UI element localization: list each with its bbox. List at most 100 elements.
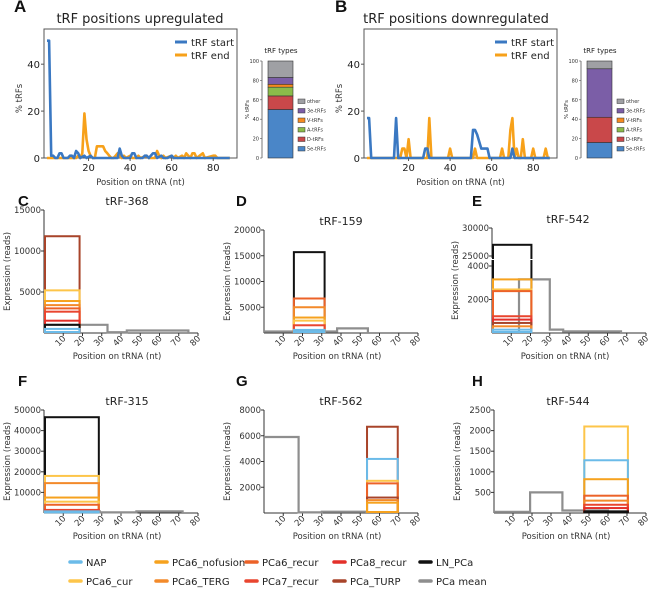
legend-label: LN_PCa: [436, 558, 473, 569]
y-axis-label: % tRFs: [15, 83, 25, 113]
x-axis-label: Position on tRNA (nt): [416, 178, 505, 188]
y-tick-label: 100: [249, 59, 259, 65]
x-tick-label: 70: [169, 514, 184, 529]
legend-item: NAP: [68, 558, 106, 569]
x-tick-label: 60: [370, 334, 385, 349]
sample-bar-pca6_cur: [366, 479, 399, 513]
chart-title: tRF-368: [105, 195, 148, 208]
y-axis-label: Expression (reads): [3, 422, 13, 501]
mean-step-line: [517, 278, 623, 333]
bar-segment-d-trfs: [267, 95, 294, 110]
legend-swatch: [616, 136, 625, 142]
legend-label: 3e-tRFs: [626, 109, 645, 115]
sample-bar-pca8_recur: [44, 319, 81, 334]
x-axis-label: Position on tRNA (nt): [73, 532, 162, 542]
legend-label: other: [307, 99, 321, 105]
axis-break-gap: [488, 259, 646, 260]
sample-bar-nap: [44, 327, 81, 333]
y-tick-label: 20: [572, 137, 578, 143]
chart-title: tRF-562: [319, 395, 362, 408]
legend-swatch: [297, 117, 306, 123]
y-tick-label: 100: [568, 59, 578, 65]
legend-label: PCa6_recur: [262, 558, 319, 569]
panel-letter: G: [236, 373, 248, 390]
x-tick-label: 30: [540, 334, 555, 349]
legend-label: D-tRFs: [626, 137, 643, 143]
y-tick-label: 0: [354, 154, 360, 165]
y-tick-label: 60: [253, 98, 259, 104]
x-tick-label: 80: [636, 514, 650, 529]
sample-legend: NAP PCa6_nofusion PCa6_recur PCa8_recur LN_P…: [68, 558, 487, 588]
legend-label: 5e-tRFs: [626, 147, 645, 153]
x-tick-label: 60: [150, 334, 165, 349]
panel-a-inset: tRF types 0 20 40 60 80 100 % tRFs other 3e-tRFs V…: [245, 47, 326, 162]
y-tick-label: 20: [347, 107, 360, 118]
y-tick-label: 5000: [239, 303, 261, 313]
x-tick-label: 10: [503, 514, 518, 529]
y-axis-label: % tRFs: [245, 100, 251, 119]
y-tick-label: 10000: [14, 247, 41, 257]
chart-title: tRF-542: [546, 213, 589, 226]
x-axis-label: Position on tRNA (nt): [293, 532, 382, 542]
y-tick-label: 40: [572, 117, 578, 123]
x-tick-label: 40: [124, 163, 137, 174]
x-tick-label: 50: [351, 334, 366, 349]
panel-b-inset: tRF types 0 20 40 60 80 100 % tRFs other 3e-tRFs V…: [564, 47, 645, 162]
legend-item: PCa6_nofusion: [154, 558, 245, 569]
series-line-trf-end: [367, 116, 550, 160]
series-line-trf-end: [47, 112, 230, 160]
x-tick-label: 80: [207, 163, 220, 174]
legend-label: V-tRFs: [626, 118, 642, 124]
x-tick-label: 50: [131, 334, 146, 349]
legend-label: 5e-tRFs: [307, 147, 326, 153]
y-tick-label: 2000: [239, 483, 261, 493]
y-axis-label: Expression (reads): [451, 241, 461, 320]
x-axis-label: Position on tRNA (nt): [73, 352, 162, 362]
x-tick-label: 60: [165, 163, 178, 174]
x-tick-label: 30: [541, 514, 556, 529]
chart-title: tRF positions downregulated: [363, 12, 549, 27]
y-tick-label: 25000: [462, 252, 489, 262]
y-tick-label: 10000: [234, 278, 261, 288]
x-tick-label: 60: [150, 514, 165, 529]
x-tick-label: 60: [598, 514, 613, 529]
y-tick-label: 8000: [239, 406, 261, 416]
panel-letter: E: [472, 193, 482, 210]
x-axis-label: Position on tRNA (nt): [521, 352, 610, 362]
x-tick-label: 80: [188, 334, 203, 349]
legend-swatch: [616, 127, 625, 133]
x-tick-label: 60: [370, 514, 385, 529]
x-tick-label: 40: [111, 514, 126, 529]
legend-label: tRF start: [511, 38, 554, 49]
sample-bar-pca6_nofusion: [366, 501, 399, 514]
x-tick-label: 40: [560, 514, 575, 529]
legend-label: V-tRFs: [307, 118, 323, 124]
legend-label: tRF start: [191, 38, 234, 49]
x-tick-label: 20: [293, 514, 308, 529]
y-tick-label: 15000: [14, 206, 41, 216]
legend-swatch: [297, 136, 306, 142]
y-tick-label: 50000: [14, 406, 41, 416]
y-tick-label: 20: [253, 137, 259, 143]
y-tick-label: 40: [347, 60, 360, 71]
y-tick-label: 40: [27, 60, 40, 71]
x-tick-label: 40: [331, 514, 346, 529]
legend-label: A-tRFs: [626, 128, 642, 134]
y-tick-label: 4000: [467, 262, 489, 272]
legend-label: tRF end: [191, 51, 230, 62]
legend-label: PCa7_recur: [262, 577, 319, 588]
x-tick-label: 20: [82, 163, 95, 174]
y-axis-label: Expression (reads): [223, 242, 233, 321]
y-tick-label: 500: [475, 488, 491, 498]
x-tick-label: 80: [408, 334, 423, 349]
legend-item: PCa6_TERG: [154, 577, 230, 588]
bar-segment-5e-trfs: [267, 109, 294, 159]
legend-swatch: [297, 98, 306, 104]
series-line-trf-start: [47, 39, 230, 160]
bar-segment-3e-trfs: [586, 68, 613, 118]
panel-letter: A: [14, 0, 26, 16]
